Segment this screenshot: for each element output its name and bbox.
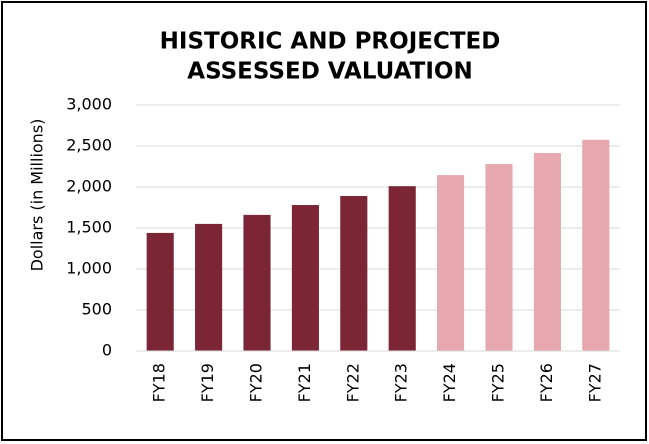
y-tick-label: 500: [81, 300, 112, 319]
x-tick-label: FY21: [295, 363, 314, 402]
x-tick-label: FY18: [150, 363, 169, 402]
x-tick-label: FY22: [343, 363, 362, 402]
bar: [485, 164, 513, 351]
bar: [340, 196, 368, 351]
bar: [582, 139, 610, 351]
x-tick-label: FY26: [537, 363, 556, 402]
x-tick-label: FY25: [489, 363, 508, 402]
y-tick-label: 1,500: [66, 218, 112, 237]
x-tick-label: FY23: [392, 363, 411, 402]
y-tick-label: 2,000: [66, 177, 112, 196]
y-axis-label: Dollars (in Millions): [28, 119, 47, 272]
y-tick-label: 0: [102, 341, 112, 360]
bar: [388, 186, 416, 351]
x-tick-label: FY24: [440, 363, 459, 402]
bar: [437, 175, 465, 351]
y-tick-label: 2,500: [66, 136, 112, 155]
bar: [195, 223, 223, 351]
bar: [243, 214, 271, 351]
x-tick-label: FY19: [198, 363, 217, 402]
bar: [533, 152, 561, 351]
x-tick-label: FY20: [247, 363, 266, 402]
bar: [146, 232, 174, 351]
chart-title: ASSESSED VALUATION: [187, 59, 472, 85]
y-tick-label: 3,000: [66, 95, 112, 114]
bar: [291, 205, 319, 351]
y-tick-label: 1,000: [66, 259, 112, 278]
chart-title: HISTORIC AND PROJECTED: [160, 29, 501, 55]
x-tick-label: FY27: [585, 363, 604, 402]
